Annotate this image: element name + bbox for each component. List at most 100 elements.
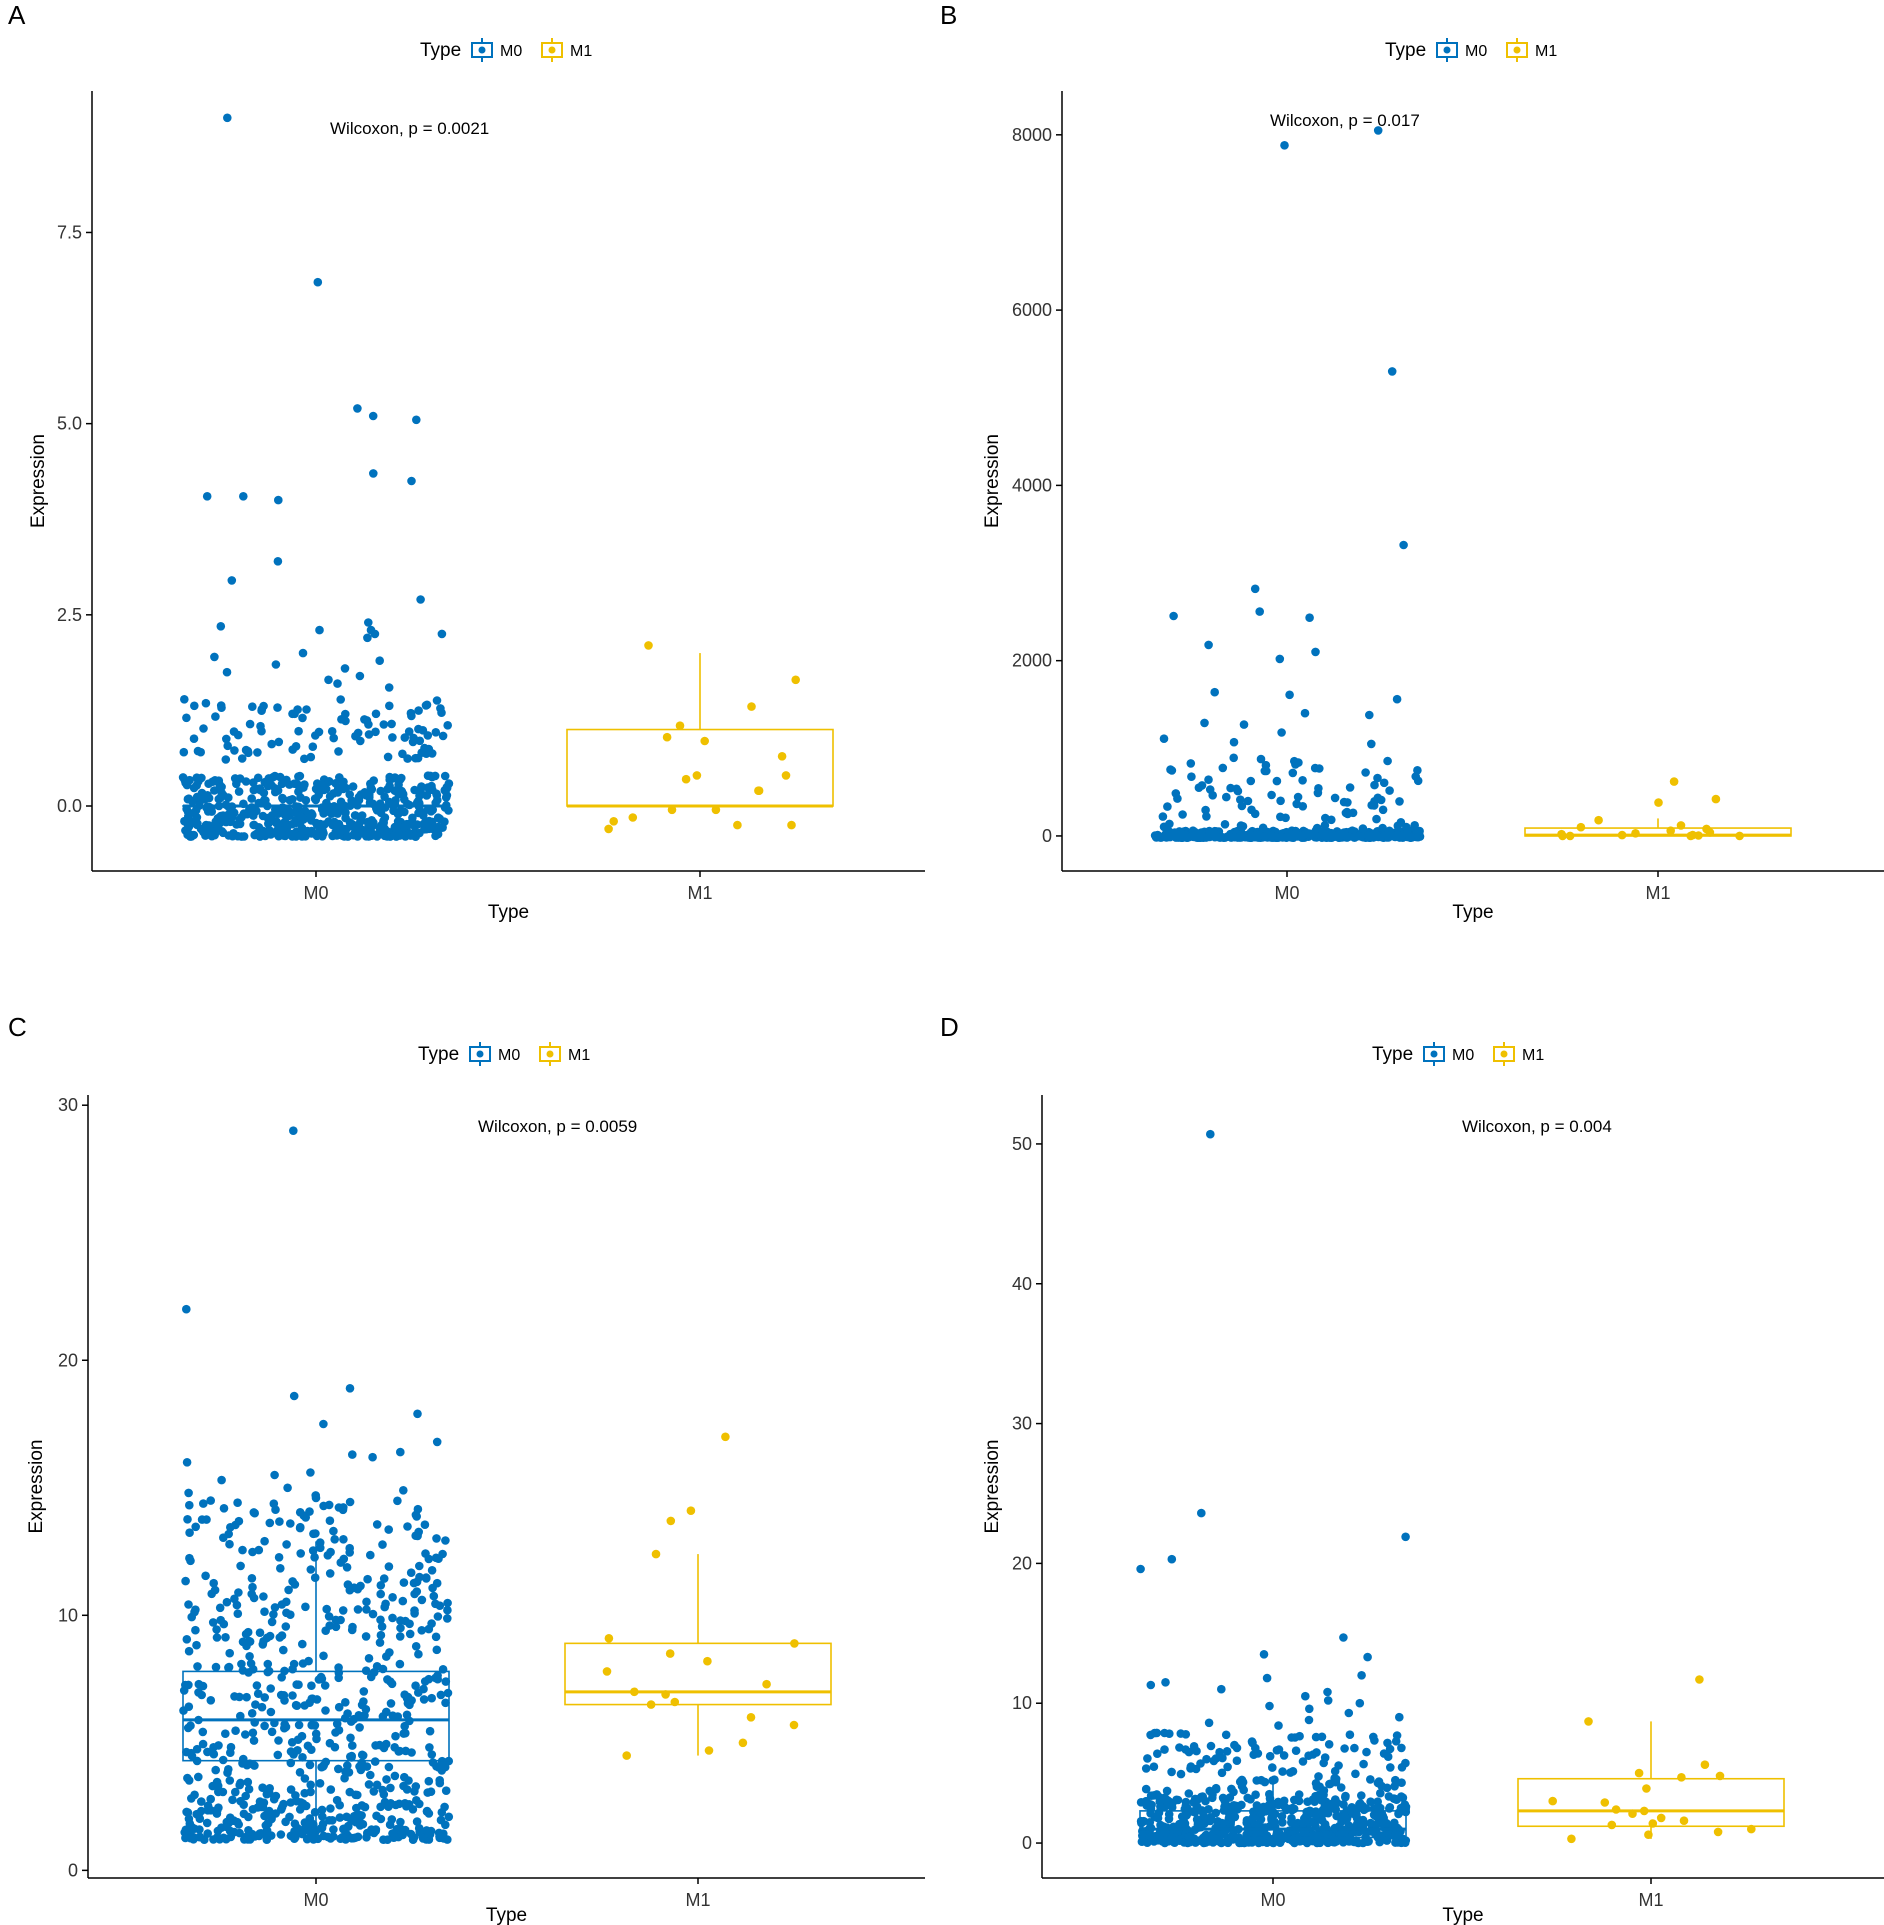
data-point — [202, 1818, 212, 1828]
data-point — [411, 753, 420, 763]
data-point — [182, 713, 191, 723]
data-point — [371, 727, 380, 737]
data-point — [291, 742, 301, 751]
legend-key-m0 — [471, 38, 493, 62]
data-point — [1247, 805, 1256, 815]
data-point — [417, 1626, 427, 1635]
points-m0 — [1136, 1129, 1411, 1848]
data-point — [412, 1512, 422, 1521]
data-point — [1382, 1783, 1392, 1793]
data-point — [376, 1814, 386, 1824]
data-point — [383, 752, 393, 762]
data-point — [1256, 1775, 1266, 1785]
data-point — [421, 701, 431, 710]
data-point — [418, 1834, 428, 1843]
data-point — [319, 1419, 328, 1429]
data-point — [662, 732, 672, 742]
data-point — [1298, 802, 1308, 811]
data-point — [259, 1592, 268, 1601]
data-point — [249, 1593, 259, 1603]
data-point — [247, 794, 256, 803]
box-m1 — [1524, 818, 1792, 837]
data-point — [407, 1748, 416, 1757]
y-axis-title: Expression — [26, 1440, 47, 1534]
data-point — [308, 742, 318, 751]
data-point — [187, 1751, 197, 1761]
data-point — [408, 1835, 418, 1844]
data-point — [380, 1602, 390, 1612]
data-point — [215, 784, 225, 794]
data-point — [1695, 1675, 1704, 1684]
data-point — [364, 1654, 374, 1663]
data-point — [334, 1702, 344, 1712]
data-point — [336, 695, 346, 704]
data-point — [321, 1706, 330, 1715]
data-point — [284, 1585, 293, 1595]
data-point — [192, 1640, 201, 1650]
data-point — [253, 748, 262, 757]
data-point — [1312, 1831, 1321, 1840]
data-point — [184, 1488, 193, 1498]
data-point — [378, 1540, 387, 1549]
data-point — [721, 1432, 730, 1442]
data-point — [301, 1513, 311, 1522]
data-point — [1290, 756, 1299, 766]
box-iqr — [1139, 1810, 1407, 1839]
data-point — [353, 832, 362, 841]
data-point — [233, 1817, 242, 1827]
data-point — [257, 1702, 267, 1712]
data-point — [253, 1689, 263, 1698]
data-point — [194, 1679, 204, 1689]
data-point — [300, 754, 309, 764]
data-point — [1186, 759, 1196, 768]
data-point — [1265, 1789, 1274, 1799]
data-point — [297, 823, 307, 833]
data-point — [1345, 1730, 1355, 1739]
points-m0 — [179, 1126, 454, 1844]
data-point — [1162, 1786, 1172, 1796]
data-point — [1220, 820, 1230, 829]
data-point — [1357, 1791, 1366, 1800]
data-point — [315, 1538, 325, 1547]
data-point — [415, 1799, 424, 1809]
data-point — [1305, 613, 1314, 622]
legend-key-m0 — [1436, 38, 1458, 62]
data-point — [313, 277, 323, 287]
data-point — [1160, 1745, 1169, 1754]
data-point — [300, 1701, 309, 1710]
data-point — [407, 476, 416, 486]
data-point — [329, 1832, 338, 1841]
data-point — [225, 1648, 234, 1658]
data-point — [218, 1787, 228, 1797]
data-point — [289, 1750, 298, 1759]
data-point — [201, 698, 211, 708]
data-point — [325, 1516, 335, 1525]
data-point — [368, 1609, 378, 1619]
data-point — [403, 1522, 412, 1531]
data-point — [216, 1615, 225, 1625]
data-point — [237, 1659, 246, 1669]
data-point — [1221, 1730, 1231, 1740]
data-point — [295, 1523, 305, 1533]
data-point — [295, 1768, 305, 1777]
data-point — [415, 791, 424, 800]
data-point — [265, 817, 275, 826]
data-point — [226, 1748, 235, 1757]
data-point — [426, 1826, 436, 1836]
data-point — [1223, 1762, 1232, 1772]
data-point — [294, 1720, 304, 1730]
data-point — [359, 1687, 369, 1696]
data-point — [348, 1450, 357, 1459]
data-point — [340, 664, 350, 673]
data-point — [1376, 795, 1386, 805]
data-point — [382, 1775, 391, 1784]
data-point — [298, 1753, 307, 1762]
data-point — [353, 1605, 363, 1614]
data-point — [1594, 815, 1603, 825]
data-point — [419, 1695, 429, 1704]
data-point — [1232, 784, 1241, 794]
data-point — [1379, 1749, 1389, 1758]
data-point — [204, 824, 214, 834]
data-point — [364, 1780, 374, 1789]
data-point — [357, 1750, 367, 1760]
